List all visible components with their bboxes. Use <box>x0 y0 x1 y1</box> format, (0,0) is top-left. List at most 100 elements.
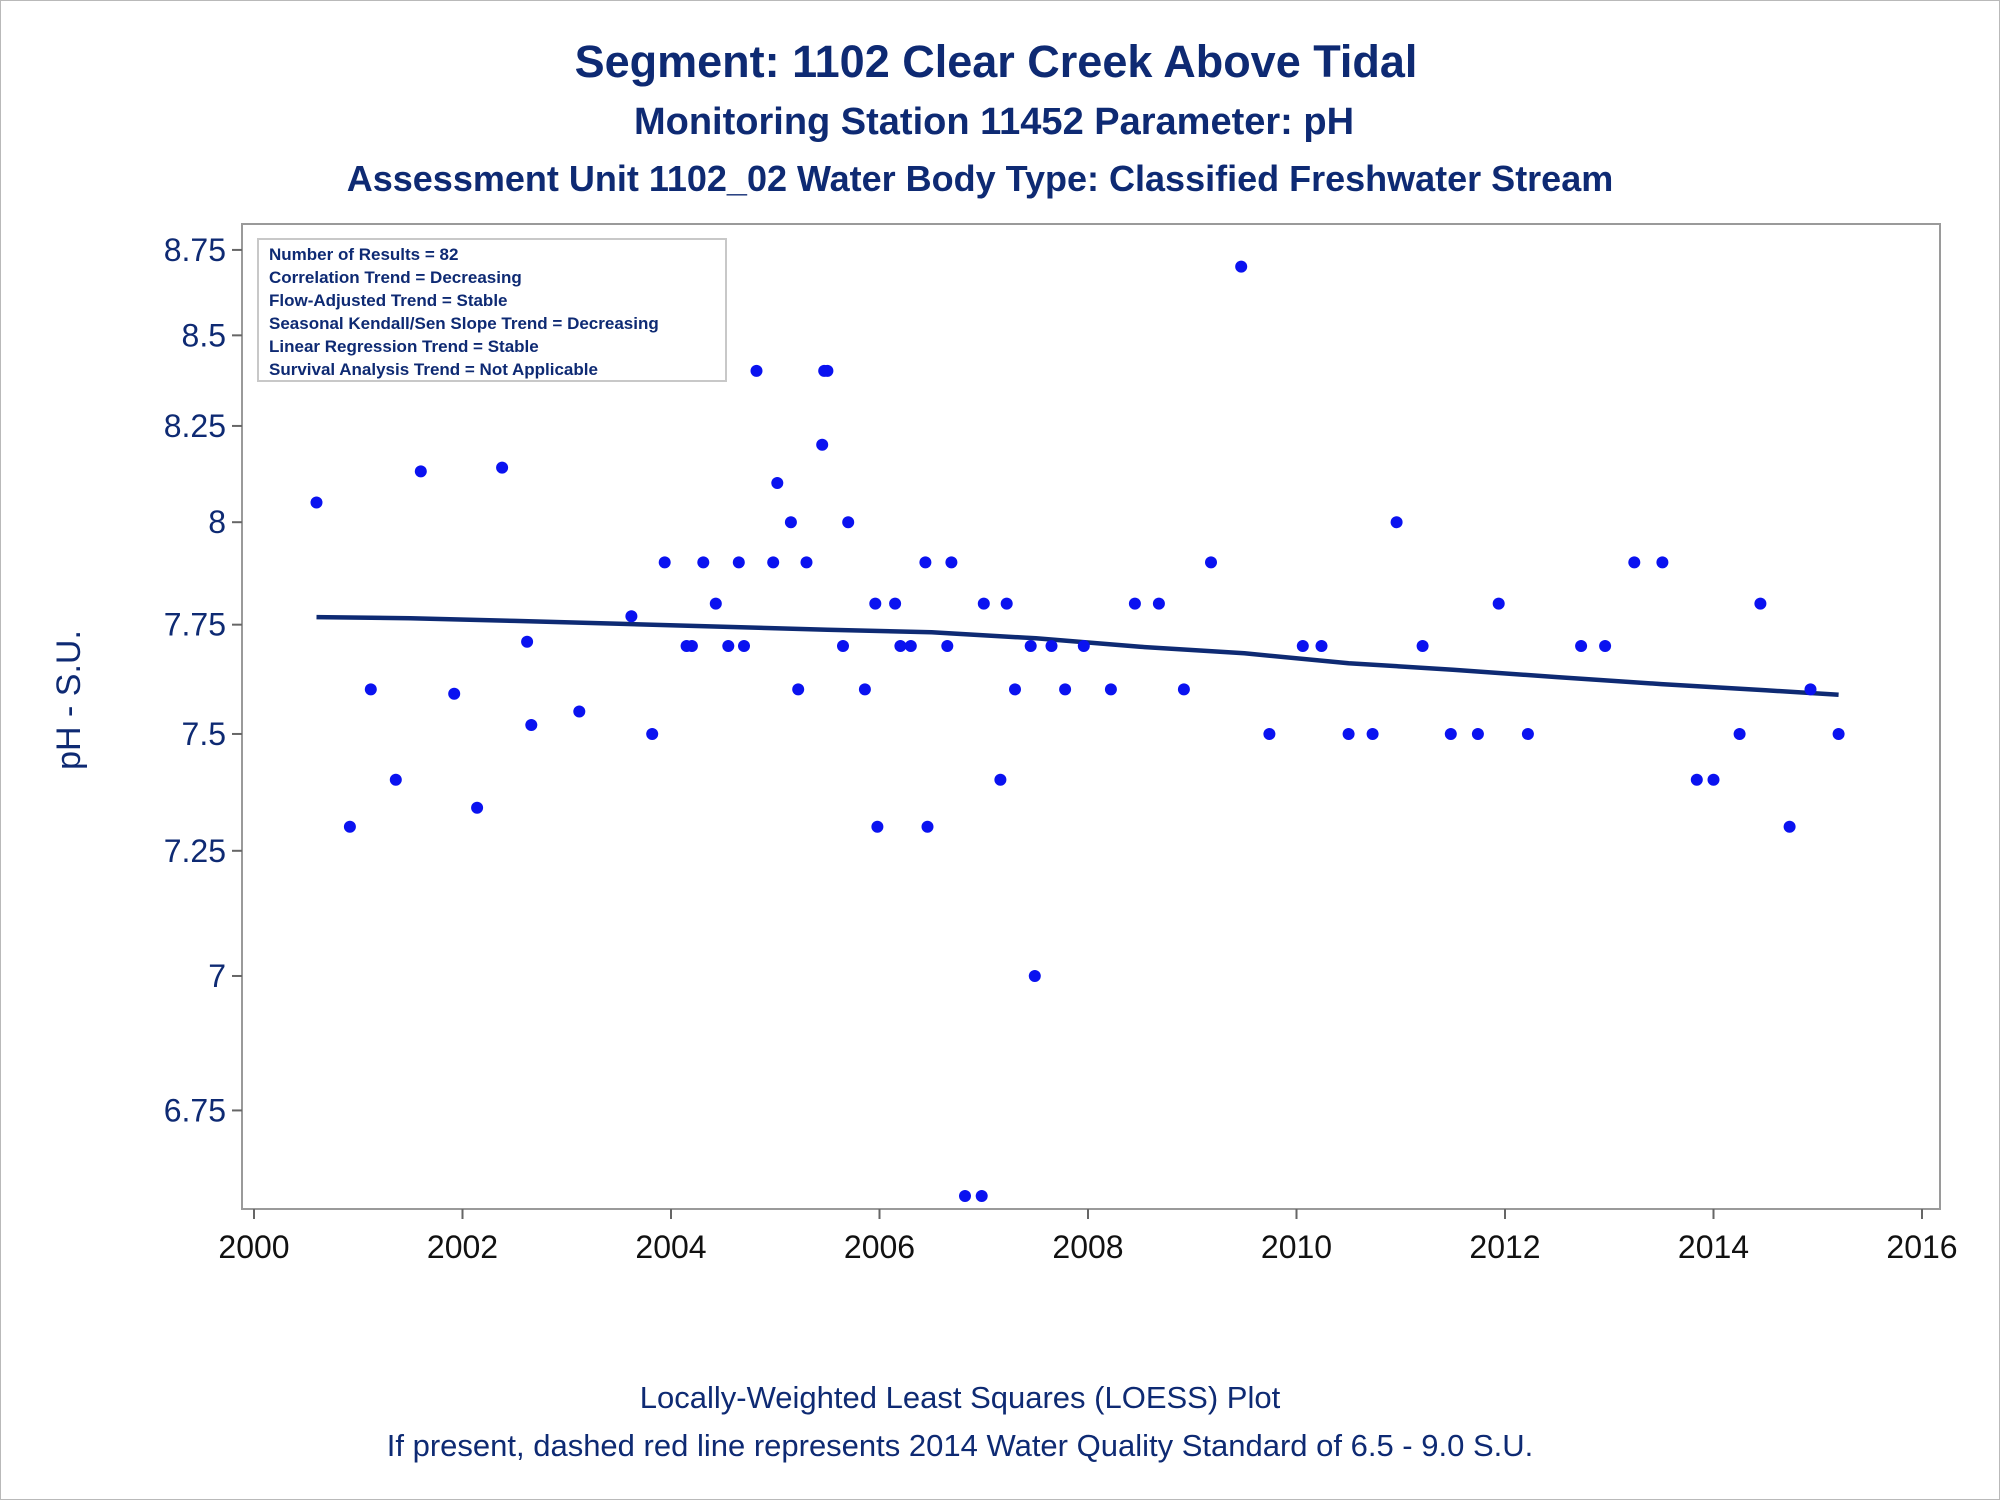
data-point <box>389 773 402 786</box>
x-tick-label: 2004 <box>635 1229 706 1265</box>
data-point <box>709 597 722 610</box>
data-point <box>658 556 671 569</box>
y-tick-label: 8.5 <box>182 317 226 353</box>
data-point <box>1028 970 1041 982</box>
chart-title: Segment: 1102 Clear Creek Above Tidal <box>574 36 1418 87</box>
data-points <box>310 260 1845 1202</box>
data-point <box>889 597 902 610</box>
x-tick-label: 2012 <box>1469 1229 1540 1265</box>
data-point <box>364 683 377 696</box>
data-point <box>1296 640 1309 652</box>
data-point <box>1656 556 1669 569</box>
y-tick-label: 6.75 <box>164 1092 226 1128</box>
legend-line: Survival Analysis Trend = Not Applicable <box>269 360 598 379</box>
data-point <box>1315 640 1328 652</box>
data-point <box>1416 640 1429 652</box>
data-point <box>894 640 907 652</box>
data-point <box>496 461 509 474</box>
data-point <box>767 556 780 569</box>
data-point <box>959 1190 971 1202</box>
data-point <box>1128 597 1141 610</box>
x-tick-label: 2000 <box>218 1229 289 1265</box>
data-point <box>800 556 813 569</box>
data-point <box>784 516 797 529</box>
legend-line: Linear Regression Trend = Stable <box>269 337 539 356</box>
data-point <box>921 820 934 833</box>
data-point <box>1366 728 1379 740</box>
legend-border <box>257 238 727 382</box>
y-tick-label: 7.75 <box>164 607 226 643</box>
data-point <box>1390 516 1403 529</box>
x-tick-label: 2002 <box>427 1229 498 1265</box>
data-point <box>1733 728 1746 740</box>
chart-subtitle: Monitoring Station 11452 Parameter: pH <box>633 101 1355 143</box>
data-point <box>646 728 659 740</box>
data-point <box>525 719 538 731</box>
data-point <box>771 477 784 489</box>
data-point <box>837 640 849 652</box>
data-point <box>792 683 805 696</box>
data-point <box>1804 683 1817 696</box>
data-point <box>1492 597 1505 610</box>
data-point <box>414 465 427 478</box>
data-point <box>750 364 763 377</box>
data-point <box>732 556 745 569</box>
data-point <box>1342 728 1355 740</box>
legend-line: Number of Results = 82 <box>269 245 458 264</box>
data-point <box>975 1190 988 1202</box>
x-tick-label: 2014 <box>1678 1229 1749 1265</box>
data-point <box>471 801 484 814</box>
y-tick-label: 7.5 <box>182 716 226 752</box>
y-tick-label: 7 <box>208 958 226 994</box>
data-point <box>685 640 698 652</box>
data-point <box>1024 640 1037 652</box>
x-tick-label: 2010 <box>1261 1229 1332 1265</box>
data-point <box>842 516 855 529</box>
data-point <box>871 820 884 833</box>
y-axis-label: pH - S.U. <box>50 630 88 770</box>
data-point <box>1263 728 1276 740</box>
data-point <box>1045 640 1058 652</box>
x-tick-label: 2016 <box>1886 1229 1957 1265</box>
legend-box: Number of Results = 82 Correlation Trend… <box>257 238 727 382</box>
data-point <box>521 635 534 648</box>
data-point <box>869 597 882 610</box>
y-tick-label: 8.25 <box>164 408 226 444</box>
data-point <box>1152 597 1165 610</box>
data-point <box>1783 820 1796 833</box>
legend-line: Flow-Adjusted Trend = Stable <box>269 291 508 310</box>
data-point <box>945 556 958 569</box>
legend-line: Correlation Trend = Decreasing <box>269 268 522 287</box>
data-point <box>1235 260 1248 273</box>
data-point <box>1177 683 1190 696</box>
data-point <box>1471 728 1484 740</box>
data-point <box>697 556 710 569</box>
footnote-method: Locally-Weighted Least Squares (LOESS) P… <box>639 1380 1281 1415</box>
y-tick-label: 7.25 <box>164 833 226 869</box>
data-point <box>1628 556 1641 569</box>
data-point <box>821 364 834 377</box>
chart-subtitle-2: Assessment Unit 1102_02 Water Body Type:… <box>346 158 1614 199</box>
axes: 6.75 7 7.25 7.5 7.75 8 8.25 8.5 8.75 2000 2002 2004… <box>164 223 1958 1265</box>
data-point <box>1077 640 1090 652</box>
data-point <box>1000 597 1013 610</box>
data-point <box>1832 728 1845 740</box>
data-point <box>1521 728 1534 740</box>
data-point <box>977 597 990 610</box>
x-tick-label: 2006 <box>844 1229 915 1265</box>
data-point <box>1754 597 1767 610</box>
data-point <box>858 683 871 696</box>
data-point <box>1599 640 1612 652</box>
plot-area-border <box>241 223 1941 1210</box>
x-tick-label: 2008 <box>1052 1229 1123 1265</box>
data-point <box>994 773 1007 786</box>
data-point <box>816 438 829 451</box>
data-point <box>1690 773 1703 786</box>
data-point <box>1575 640 1588 652</box>
y-tick-label: 8 <box>208 504 226 540</box>
data-point <box>919 556 932 569</box>
data-point <box>941 640 954 652</box>
data-point <box>904 640 917 652</box>
footnote-standard: If present, dashed red line represents 2… <box>386 1428 1534 1463</box>
